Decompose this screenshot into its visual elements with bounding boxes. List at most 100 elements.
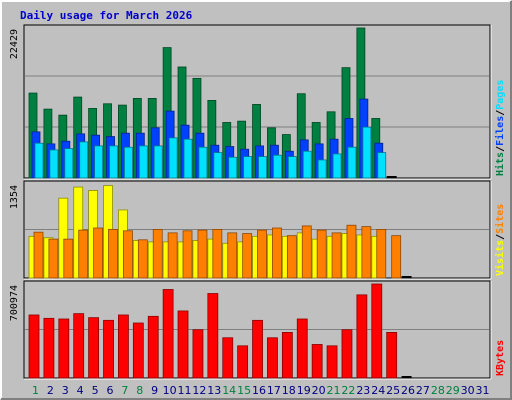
day-label-11: 11	[177, 384, 191, 397]
bar-kbytes-day-6	[103, 319, 114, 379]
bar-kbytes-day-13	[207, 293, 219, 379]
bar-sites-day-1	[33, 231, 44, 279]
day-label-3: 3	[62, 384, 69, 397]
day-label-13: 13	[207, 384, 221, 397]
bar-kbytes-day-7	[118, 314, 129, 379]
ymax-label: 1354	[9, 185, 20, 209]
bar-pages-day-5	[94, 145, 104, 179]
bar-visits-day-3	[58, 197, 69, 279]
bar-kbytes-day-12	[192, 329, 204, 379]
legend: KBytes	[495, 340, 506, 376]
day-label-5: 5	[92, 384, 99, 397]
empty-day-marker	[386, 176, 397, 178]
empty-day-marker	[401, 376, 412, 378]
day-label-14: 14	[222, 384, 236, 397]
bar-kbytes-day-10	[162, 289, 174, 379]
bar-pages-day-8	[138, 145, 148, 179]
bar-pages-day-15	[243, 156, 253, 179]
day-label-27: 27	[416, 384, 430, 397]
bar-pages-day-9	[153, 145, 163, 179]
day-label-31: 31	[476, 384, 490, 397]
legend-entry: Pages	[495, 80, 506, 110]
bar-kbytes-day-3	[58, 318, 70, 379]
bar-kbytes-day-17	[267, 337, 278, 379]
bar-pages-day-16	[258, 156, 267, 179]
bar-sites-day-19	[301, 225, 312, 279]
bar-sites-day-13	[212, 229, 223, 279]
bar-pages-day-21	[332, 153, 342, 179]
bar-pages-day-23	[362, 126, 372, 179]
day-label-4: 4	[77, 384, 84, 397]
bar-pages-day-22	[347, 146, 357, 179]
legend-entry: /	[495, 146, 506, 152]
bar-sites-day-8	[137, 239, 148, 279]
bar-kbytes-day-16	[252, 319, 263, 379]
legend-entry: /	[495, 110, 506, 116]
bar-sites-day-22	[346, 224, 357, 279]
bar-kbytes-day-1	[28, 314, 40, 379]
day-label-29: 29	[446, 384, 460, 397]
empty-day-marker	[401, 276, 412, 278]
bar-pages-day-13	[213, 152, 223, 179]
day-label-2: 2	[47, 384, 54, 397]
day-label-30: 30	[461, 384, 475, 397]
bar-pages-day-2	[49, 149, 59, 179]
bar-kbytes-day-24	[371, 283, 383, 379]
bar-sites-day-20	[316, 229, 327, 279]
bar-sites-day-24	[376, 229, 387, 279]
bar-pages-day-17	[273, 154, 282, 179]
bar-sites-day-4	[78, 229, 89, 279]
kbytes-panel: 700974 KBytes	[9, 280, 506, 380]
legend-entry: KBytes	[495, 340, 506, 376]
bar-sites-day-25	[391, 235, 402, 279]
bar-kbytes-day-2	[43, 317, 55, 379]
legend: Hits/Files/Pages	[494, 80, 506, 176]
bar-kbytes-day-14	[222, 337, 234, 379]
bar-sites-day-9	[152, 229, 163, 279]
legend-entry: Visits	[494, 240, 506, 276]
bar-kbytes-day-21	[326, 345, 338, 379]
bar-sites-day-3	[63, 238, 74, 279]
bar-sites-day-15	[242, 233, 253, 279]
day-label-23: 23	[356, 384, 370, 397]
legend: Visits/Sites	[494, 204, 506, 276]
bar-kbytes-day-25	[386, 332, 398, 379]
bar-kbytes-day-18	[281, 332, 293, 379]
bar-kbytes-day-15	[237, 345, 249, 379]
bar-pages-day-4	[79, 141, 89, 179]
legend-entry: Sites	[494, 204, 506, 234]
bar-pages-day-14	[228, 156, 238, 179]
bar-pages-day-12	[198, 146, 208, 179]
day-label-26: 26	[401, 384, 415, 397]
bar-kbytes-day-9	[147, 315, 159, 379]
legend-entry: Hits	[494, 152, 506, 176]
legend-entry: /	[495, 234, 506, 240]
day-label-10: 10	[163, 384, 177, 397]
bar-sites-day-10	[167, 232, 178, 279]
ymax-label: 700974	[9, 285, 20, 321]
day-label-25: 25	[386, 384, 400, 397]
bar-sites-day-14	[227, 232, 238, 279]
day-label-20: 20	[312, 384, 326, 397]
day-label-12: 12	[192, 384, 206, 397]
bar-pages-day-24	[377, 152, 387, 179]
bar-kbytes-day-23	[356, 294, 368, 379]
bar-sites-day-11	[182, 230, 193, 279]
bar-pages-day-19	[302, 150, 312, 179]
day-label-15: 15	[237, 384, 251, 397]
bar-pages-day-7	[124, 146, 133, 179]
bar-pages-day-20	[317, 159, 327, 179]
bar-kbytes-day-8	[132, 322, 144, 379]
bar-sites-day-23	[361, 226, 372, 279]
bar-pages-day-11	[183, 138, 193, 179]
day-label-18: 18	[282, 384, 296, 397]
day-label-24: 24	[371, 384, 385, 397]
chart-title: Daily usage for March 2026	[20, 9, 193, 22]
bar-kbytes-day-4	[73, 313, 85, 379]
day-label-8: 8	[136, 384, 143, 397]
bar-pages-day-18	[287, 156, 297, 179]
